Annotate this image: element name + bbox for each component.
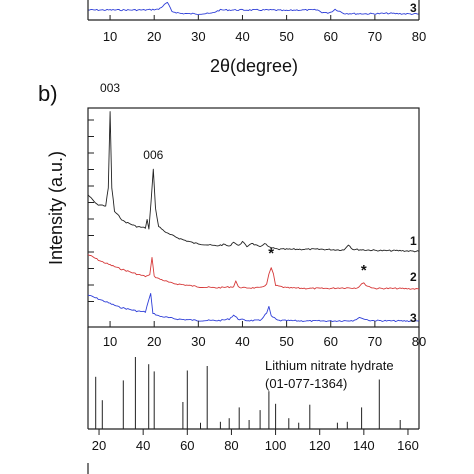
panel-b-annotations: 003 006 * *	[100, 81, 367, 279]
panel-b-x-tick-label: 10	[103, 334, 117, 349]
panel-reference-x-tick-label: 100	[265, 438, 287, 453]
panel-b-series-2	[87, 254, 420, 290]
panel-a-series-3	[87, 1, 419, 15]
panel-b-x-tick-label: 30	[191, 334, 205, 349]
panel-a-x-tick-label: 10	[103, 29, 117, 44]
peak-label-006: 006	[143, 148, 163, 162]
panel-b-series-3	[87, 292, 420, 323]
panel-b-series-1	[87, 111, 420, 253]
panel-a-x-tick-label: 40	[235, 29, 249, 44]
panel-b: b) Intensity (a.u.) 003 006 * * 10 20 30 40 50 6…	[38, 81, 426, 349]
panel-a-x-tick-label: 30	[191, 29, 205, 44]
impurity-marker: *	[361, 262, 367, 279]
panel-b-x-tick-label: 50	[279, 334, 293, 349]
panel-b-traces	[87, 111, 420, 323]
panel-reference-x-tick-label: 20	[92, 438, 106, 453]
panel-reference-bars	[95, 357, 401, 429]
panel-b-plot-frame	[87, 107, 420, 328]
panel-a: 10 20 30 40 50 60 70 80 3 2θ(degree)	[87, 0, 426, 76]
panel-a-x-tick-label: 80	[412, 29, 426, 44]
panel-b-series-label-2: 2	[410, 270, 417, 284]
panel-reference-x-tick-label: 60	[180, 438, 194, 453]
panel-a-x-tick-label: 20	[147, 29, 161, 44]
panel-a-x-tick-label: 60	[323, 29, 337, 44]
panel-b-series-label-1: 1	[410, 234, 417, 248]
panel-a-x-tick-label: 70	[368, 29, 382, 44]
reference-compound-name: Lithium nitrate hydrate	[265, 358, 394, 373]
panel-a-traces	[87, 1, 419, 15]
peak-label-003: 003	[100, 81, 120, 95]
panel-b-x-ticks: 10 20 30 40 50 60 70 80	[103, 321, 426, 349]
panel-a-x-axis-label: 2θ(degree)	[210, 56, 298, 76]
panel-reference: 20 40 60 80 100 120 140 160 Lithium nitrate hyd…	[87, 327, 420, 453]
panel-b-x-tick-label: 40	[235, 334, 249, 349]
panel-b-label: b)	[38, 81, 58, 106]
panel-b-x-tick-label: 60	[323, 334, 337, 349]
panel-reference-x-tick-label: 140	[353, 438, 375, 453]
panel-a-x-ticks: 10 20 30 40 50 60 70 80	[103, 15, 426, 44]
panel-b-y-ticks	[88, 119, 94, 302]
impurity-marker: *	[268, 245, 274, 262]
panel-reference-x-tick-label: 40	[136, 438, 150, 453]
panel-reference-x-ticks: 20 40 60 80 100 120 140 160	[92, 429, 419, 453]
panel-a-x-tick-label: 50	[279, 29, 293, 44]
panel-b-series-labels: 1 2 3	[410, 234, 417, 325]
panel-a-series-label-3: 3	[410, 1, 417, 15]
panel-b-y-axis-label: Intensity (a.u.)	[46, 151, 66, 265]
panel-reference-x-tick-label: 120	[309, 438, 331, 453]
panel-b-x-tick-label: 20	[147, 334, 161, 349]
panel-reference-x-tick-label: 160	[397, 438, 419, 453]
panel-reference-x-tick-label: 80	[224, 438, 238, 453]
panel-b-x-tick-label: 70	[368, 334, 382, 349]
reference-card-number: (01-077-1364)	[265, 376, 347, 391]
panel-b-series-label-3: 3	[410, 311, 417, 325]
